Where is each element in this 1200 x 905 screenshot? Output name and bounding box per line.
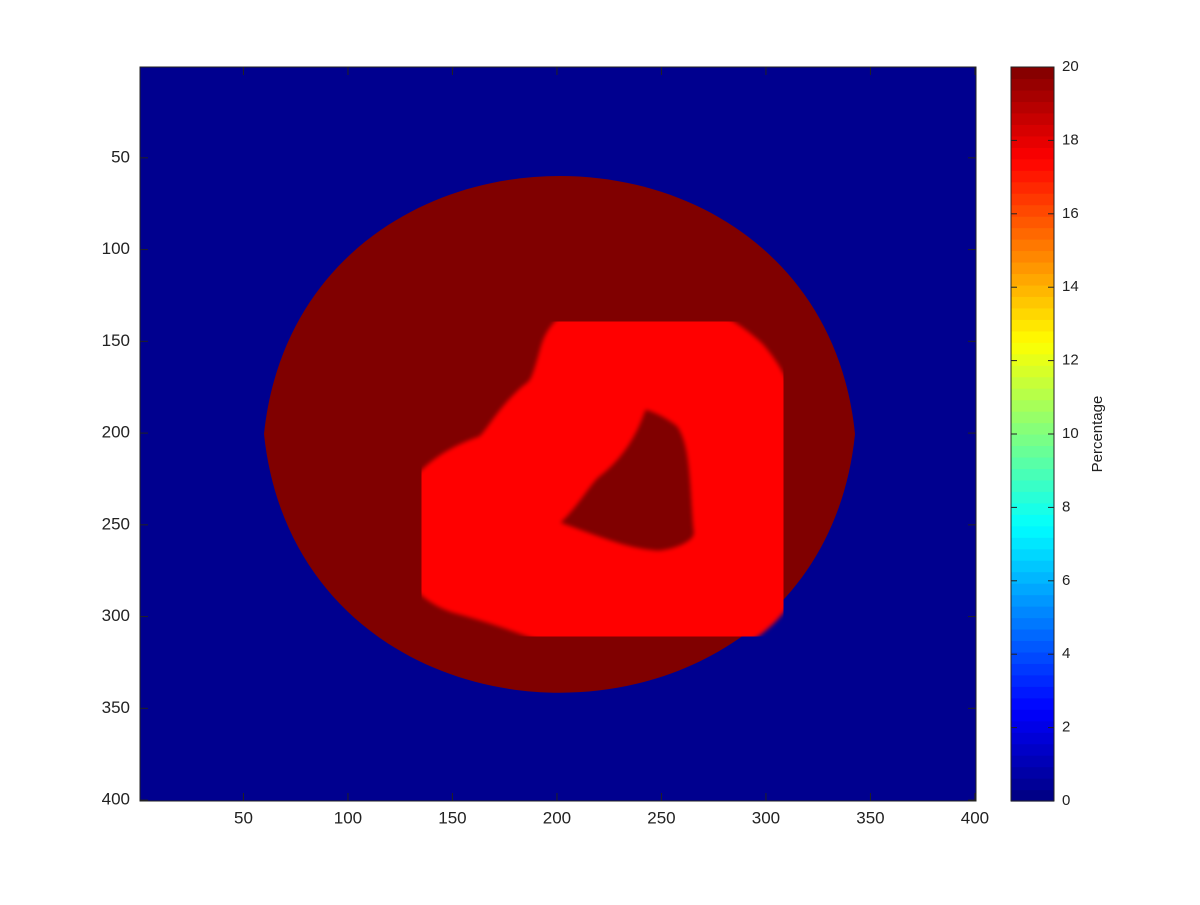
colorbar — [1011, 67, 1054, 802]
colorbar-swatch — [1011, 158, 1054, 171]
colorbar-swatch — [1011, 606, 1054, 619]
colorbar-swatch — [1011, 766, 1054, 779]
colorbar-swatch — [1011, 399, 1054, 412]
colorbar-swatch — [1011, 261, 1054, 275]
colorbar-swatch — [1011, 330, 1054, 343]
colorbar-swatch — [1011, 411, 1054, 424]
colorbar-swatch — [1011, 537, 1054, 550]
y-tick-label: 200 — [102, 423, 130, 442]
colorbar-tick-label: 0 — [1062, 792, 1070, 809]
colorbar-swatch — [1011, 204, 1054, 217]
x-tick-label: 200 — [543, 808, 571, 827]
y-tick-label: 50 — [111, 147, 130, 166]
x-tick-label: 300 — [752, 808, 780, 827]
colorbar-swatch — [1011, 422, 1054, 435]
colorbar-swatch — [1011, 365, 1054, 378]
colorbar-swatch — [1011, 709, 1054, 722]
colorbar-swatch — [1011, 89, 1054, 103]
colorbar-swatch — [1011, 250, 1054, 263]
colorbar-swatch — [1011, 147, 1054, 160]
y-tick-label: 150 — [102, 331, 130, 350]
colorbar-tick-label: 8 — [1062, 498, 1070, 515]
colorbar-tick-label: 20 — [1062, 58, 1079, 75]
heatmap-image — [140, 67, 976, 801]
colorbar-swatch — [1011, 170, 1054, 183]
colorbar-swatch — [1011, 193, 1054, 206]
colorbar-swatch — [1011, 353, 1054, 366]
colorbar-swatch — [1011, 640, 1054, 653]
y-tick-label: 100 — [102, 239, 130, 258]
colorbar-swatch — [1011, 124, 1054, 137]
colorbar-swatch — [1011, 571, 1054, 584]
colorbar-swatch — [1011, 491, 1054, 504]
axes-box — [139, 66, 977, 802]
x-tick-label: 50 — [234, 808, 253, 827]
colorbar-tick-label: 16 — [1062, 205, 1079, 222]
colorbar-swatch — [1011, 181, 1054, 194]
colorbar-swatch — [1011, 743, 1054, 756]
colorbar-swatch — [1011, 434, 1054, 447]
colorbar-swatch — [1011, 342, 1054, 355]
colorbar-swatch — [1011, 284, 1054, 297]
x-tick-label: 150 — [438, 808, 466, 827]
colorbar-swatch — [1011, 239, 1054, 252]
colorbar-swatch — [1011, 628, 1054, 642]
colorbar-tick-label: 2 — [1062, 719, 1070, 736]
colorbar-swatch — [1011, 720, 1054, 733]
colorbar-swatch — [1011, 674, 1054, 687]
colorbar-swatch — [1011, 319, 1054, 332]
colorbar-swatch — [1011, 697, 1054, 710]
colorbar-swatch — [1011, 112, 1054, 125]
colorbar-swatch — [1011, 617, 1054, 630]
colorbar-swatch — [1011, 135, 1054, 148]
x-tick-label: 400 — [961, 808, 989, 827]
y-tick-label: 300 — [102, 606, 130, 625]
y-tick-label: 250 — [102, 514, 130, 533]
colorbar-tick-label: 12 — [1062, 352, 1079, 369]
ring — [452, 348, 753, 669]
colorbar-swatch — [1011, 78, 1054, 91]
colorbar-swatch — [1011, 514, 1054, 527]
colorbar-tick-label: 10 — [1062, 425, 1079, 442]
x-tick-label: 250 — [647, 808, 675, 827]
colorbar-label: Percentage — [1089, 396, 1106, 473]
colorbar-swatch — [1011, 216, 1054, 229]
colorbar-swatch — [1011, 445, 1054, 458]
colorbar-swatch — [1011, 101, 1054, 114]
colorbar-swatch — [1011, 663, 1054, 676]
colorbar-swatch — [1011, 778, 1054, 791]
colorbar-tick-label: 6 — [1062, 572, 1070, 589]
colorbar-swatch — [1011, 227, 1054, 240]
colorbar-swatch — [1011, 273, 1054, 286]
colorbar-swatch — [1011, 594, 1054, 607]
x-tick-label: 100 — [334, 808, 362, 827]
y-tick-label: 350 — [102, 698, 130, 717]
colorbar-swatch — [1011, 651, 1054, 664]
colorbar-tick-label: 14 — [1062, 278, 1079, 295]
colorbar-tick-label: 18 — [1062, 131, 1079, 148]
colorbar-swatch — [1011, 755, 1054, 768]
x-tick-label: 350 — [856, 808, 884, 827]
y-tick-label: 400 — [102, 790, 130, 809]
colorbar-swatch — [1011, 686, 1054, 699]
colorbar-swatch — [1011, 732, 1054, 745]
colorbar-swatch — [1011, 583, 1054, 596]
colorbar-swatch — [1011, 548, 1054, 561]
colorbar-swatch — [1011, 376, 1054, 389]
colorbar-swatch — [1011, 525, 1054, 538]
colorbar-swatch — [1011, 468, 1054, 481]
colorbar-swatch — [1011, 296, 1054, 309]
colorbar-swatch — [1011, 560, 1054, 573]
colorbar-swatch — [1011, 456, 1054, 470]
colorbar-swatch — [1011, 479, 1054, 492]
colorbar-swatch — [1011, 388, 1054, 401]
colorbar-swatch — [1011, 789, 1054, 802]
colorbar-swatch — [1011, 502, 1054, 515]
colorbar-tick-label: 4 — [1062, 645, 1070, 662]
colorbar-swatch — [1011, 307, 1054, 320]
colorbar-swatch — [1011, 67, 1054, 80]
